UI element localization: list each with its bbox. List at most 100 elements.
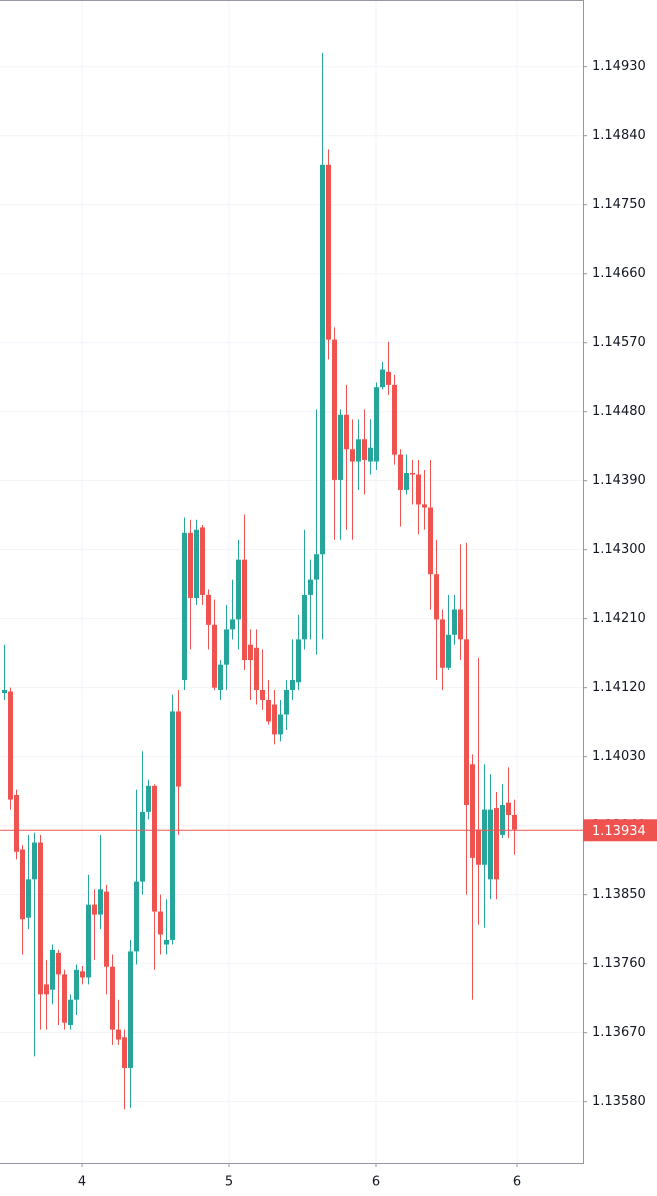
candle-body: [446, 634, 451, 668]
candle-body: [134, 881, 139, 952]
candle-body: [50, 949, 55, 990]
candle-body: [74, 969, 79, 1000]
candle-body: [296, 639, 301, 683]
candle-body: [182, 532, 187, 681]
candle-body: [212, 624, 217, 688]
y-tick-label: 1.13760: [592, 956, 646, 971]
candle-body: [512, 814, 517, 830]
y-tick-label: 1.14120: [592, 680, 646, 695]
candle-body: [476, 829, 481, 865]
candle-body: [398, 454, 403, 490]
candle-body: [110, 966, 115, 1030]
candle-body: [176, 711, 181, 787]
candle-body: [44, 984, 49, 995]
candle-body: [104, 891, 109, 967]
candle-body: [416, 474, 421, 505]
candle-body: [98, 889, 103, 915]
candle-body: [284, 689, 289, 715]
y-tick-label: 1.14570: [592, 335, 646, 350]
x-tick-label: 4: [78, 1175, 86, 1190]
candle-body: [266, 699, 271, 722]
candle-body: [170, 711, 175, 940]
candle-body: [248, 644, 253, 661]
candle-body: [194, 529, 199, 598]
y-tick-label: 1.14390: [592, 473, 646, 488]
candle-body: [62, 974, 67, 1023]
candle-body: [122, 1037, 127, 1068]
candle-body: [20, 849, 25, 920]
candle-body: [200, 527, 205, 595]
candle-body: [464, 639, 469, 805]
candle-body: [392, 384, 397, 455]
candle-body: [434, 574, 439, 620]
candle-body: [188, 532, 193, 598]
y-tick-label: 1.13580: [592, 1094, 646, 1109]
candle-body: [242, 559, 247, 661]
candle-body: [116, 1029, 121, 1040]
y-tick-label: 1.14300: [592, 542, 646, 557]
last-price-box: [583, 819, 657, 842]
candle-body: [68, 999, 73, 1026]
candles: [0, 52, 583, 1110]
candle-body: [452, 609, 457, 635]
candle-body: [314, 554, 319, 580]
candle-body: [272, 704, 277, 735]
candle-body: [38, 842, 43, 995]
candle-body: [2, 689, 7, 694]
candle-body: [362, 439, 367, 460]
candle-body: [260, 689, 265, 700]
candle-body: [422, 504, 427, 508]
candle-body: [128, 951, 133, 1068]
candle-body: [410, 473, 415, 475]
candle-body: [500, 804, 505, 835]
candle-body: [278, 714, 283, 735]
candle-body: [404, 473, 409, 490]
last-price-label: 1.13934: [592, 824, 646, 839]
candle-body: [320, 164, 325, 555]
y-tick-label: 1.13850: [592, 887, 646, 902]
candle-body: [152, 785, 157, 912]
candle-body: [380, 369, 385, 388]
y-tick-label: 1.14660: [592, 266, 646, 281]
candle-body: [86, 904, 91, 978]
candle-body: [488, 809, 493, 880]
candle-body: [428, 507, 433, 575]
candle-body: [290, 680, 295, 690]
candle-body: [368, 447, 373, 462]
candle-body: [32, 842, 37, 880]
candle-body: [230, 619, 235, 630]
candle-body: [506, 802, 511, 815]
candle-body: [206, 594, 211, 625]
candle-body: [158, 911, 163, 935]
x-tick-label: 5: [225, 1175, 233, 1190]
candle-body: [26, 879, 31, 918]
candle-body: [302, 594, 307, 640]
y-tick-label: 1.14750: [592, 197, 646, 212]
candle-body: [338, 414, 343, 480]
y-tick-label: 1.14480: [592, 404, 646, 419]
candle-body: [8, 691, 13, 800]
candle-body: [14, 795, 19, 852]
x-tick-label: 6: [513, 1175, 521, 1190]
y-tick-label: 1.14930: [592, 59, 646, 74]
candle-body: [350, 449, 355, 462]
candle-body: [236, 559, 241, 620]
candle-body: [494, 808, 499, 880]
candle-body: [308, 579, 313, 595]
candle-body: [164, 939, 169, 945]
candle-body: [440, 619, 445, 668]
y-tick-label: 1.14840: [592, 128, 646, 143]
y-tick-label: 1.14210: [592, 611, 646, 626]
y-tick-label: 1.13670: [592, 1025, 646, 1040]
candle-body: [326, 164, 331, 340]
candle-body: [332, 339, 337, 480]
candle-body: [344, 414, 349, 450]
candle-body: [80, 971, 85, 978]
candle-body: [356, 439, 361, 462]
y-tick-label: 1.14030: [592, 749, 646, 764]
candle-body: [218, 664, 223, 690]
candle-body: [254, 647, 259, 690]
candle-body: [56, 952, 61, 975]
candle-body: [374, 387, 379, 462]
